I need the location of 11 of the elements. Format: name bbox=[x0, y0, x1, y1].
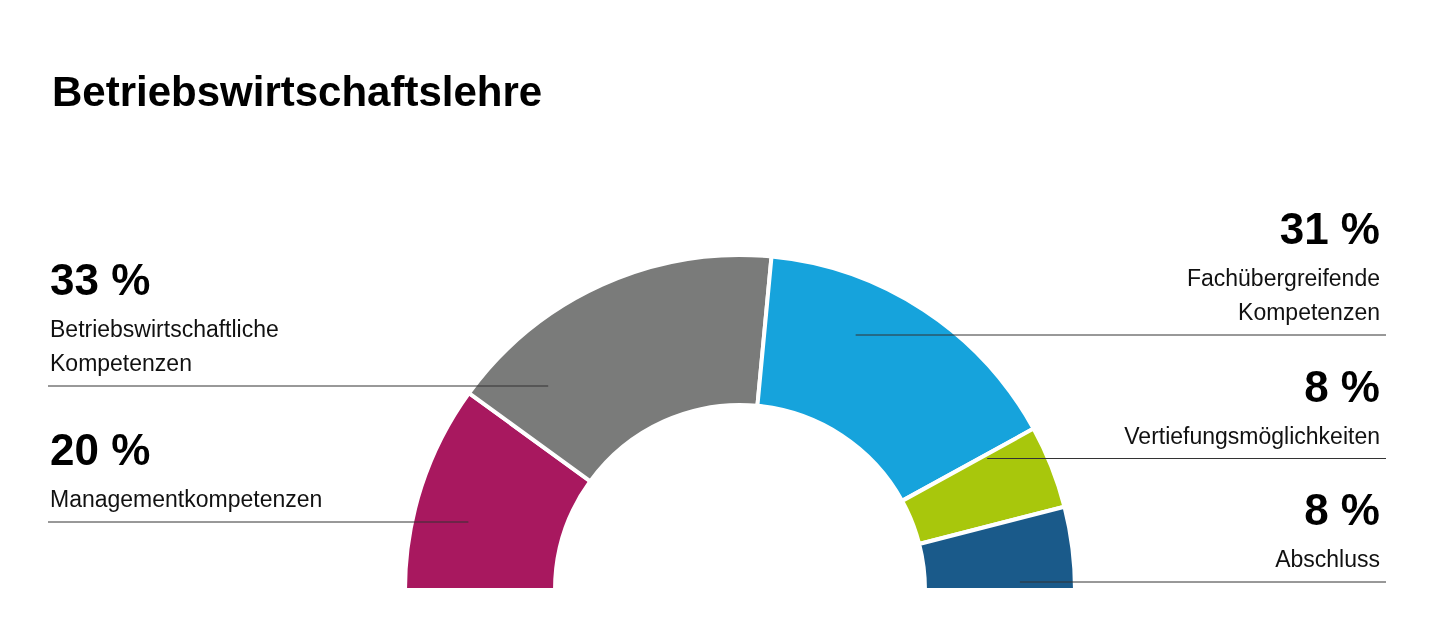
slice-label: Managementkompetenzen bbox=[50, 486, 323, 512]
slice-label: Vertiefungsmöglichkeiten bbox=[1124, 422, 1380, 449]
slice-label: Abschluss bbox=[1275, 546, 1380, 572]
data-label: 8 % bbox=[1304, 485, 1380, 534]
data-label: 31 % bbox=[1279, 204, 1380, 253]
slice-label: Betriebswirtschaftliche Kompetenzen bbox=[50, 316, 279, 376]
data-label: 8 % bbox=[1304, 361, 1380, 411]
slice-label: Fachübergreifende Kompetenzen bbox=[1186, 265, 1380, 325]
chart-title: Betriebswirtschaftslehre bbox=[52, 68, 543, 115]
data-label: 33 % bbox=[50, 255, 151, 304]
data-label: 20 % bbox=[50, 425, 151, 474]
